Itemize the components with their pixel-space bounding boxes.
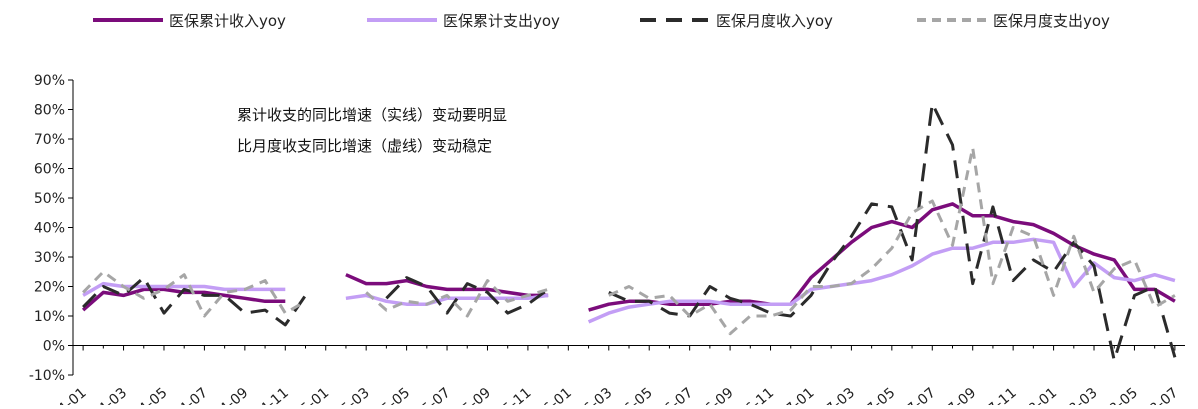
y-tick-label: 80%	[34, 103, 65, 119]
x-tick-label: 16-03	[574, 385, 615, 405]
x-tick-label: 17-09	[938, 385, 979, 405]
x-tick-label: 14-09	[210, 385, 251, 405]
x-tick-label: 17-01	[776, 385, 817, 405]
y-tick-label: 40%	[34, 221, 65, 237]
y-tick-label: 30%	[34, 250, 65, 266]
x-tick-label: 14-11	[250, 385, 291, 405]
x-axis: 14-0114-0314-0514-0714-0914-1115-0115-03…	[48, 345, 1185, 409]
x-tick-label: 15-05	[372, 385, 413, 405]
x-tick-label: 17-11	[978, 385, 1019, 405]
x-tick-label: 16-07	[655, 385, 696, 405]
series-4	[82, 146, 1176, 336]
x-tick-label: 18-05	[1100, 385, 1141, 405]
series-line	[82, 237, 1176, 324]
x-tick-label: 16-05	[614, 385, 655, 405]
x-tick-label: 17-07	[897, 385, 938, 405]
x-tick-label: 15-01	[291, 385, 332, 405]
y-axis: -10% 0% 10% 20% 30% 40% 50% 60% 70% 80% 90%	[29, 73, 74, 384]
series-line	[82, 102, 1177, 362]
series-line	[81, 202, 1176, 312]
annotation-line-2: 比月度收支同比增速（虚线）变动稳定	[237, 137, 492, 155]
x-tick-label: 15-09	[453, 385, 494, 405]
x-tick-label: 14-01	[48, 385, 89, 405]
legend-label: 医保累计收入yoy	[169, 12, 286, 30]
x-tick-label: 16-11	[736, 385, 777, 405]
x-tick-label: 18-03	[1059, 385, 1100, 405]
x-tick-label: 18-01	[1019, 385, 1060, 405]
series-2	[82, 237, 1176, 324]
annotations: 累计收支的同比增速（实线）变动要明显 比月度收支同比增速（虚线）变动稳定	[237, 106, 507, 155]
legend-label: 医保月度收入yoy	[716, 12, 833, 30]
x-tick-label: 16-09	[695, 385, 736, 405]
x-tick-label: 14-05	[129, 385, 170, 405]
x-tick-label: 14-07	[170, 385, 211, 405]
series-3	[82, 102, 1177, 362]
y-tick-label: 90%	[34, 73, 65, 89]
x-tick-label: 16-01	[533, 385, 574, 405]
y-tick-label: 50%	[34, 191, 65, 207]
y-tick-label: 70%	[34, 132, 65, 148]
legend-label: 医保累计支出yoy	[443, 12, 560, 30]
x-tick-label: 15-03	[331, 385, 372, 405]
y-tick-label: 20%	[34, 280, 65, 296]
x-tick-label: 15-11	[493, 385, 534, 405]
series-line	[82, 146, 1176, 336]
x-tick-label: 17-03	[817, 385, 858, 405]
series-1	[81, 202, 1176, 312]
y-tick-label: 0%	[43, 339, 65, 355]
x-tick-label: 14-03	[89, 385, 130, 405]
annotation-line-1: 累计收支的同比增速（实线）变动要明显	[237, 106, 507, 124]
y-tick-label: 10%	[34, 309, 65, 325]
series-layer	[81, 102, 1177, 362]
y-tick-label: 60%	[34, 162, 65, 178]
x-tick-label: 17-05	[857, 385, 898, 405]
legend: 医保累计收入yoy 医保累计支出yoy 医保月度收入yoy 医保月度支出yoy	[93, 12, 1110, 30]
x-tick-label: 15-07	[412, 385, 453, 405]
legend-label: 医保月度支出yoy	[993, 12, 1110, 30]
x-tick-label: 18-07	[1140, 385, 1181, 405]
y-tick-label: -10%	[29, 368, 65, 384]
